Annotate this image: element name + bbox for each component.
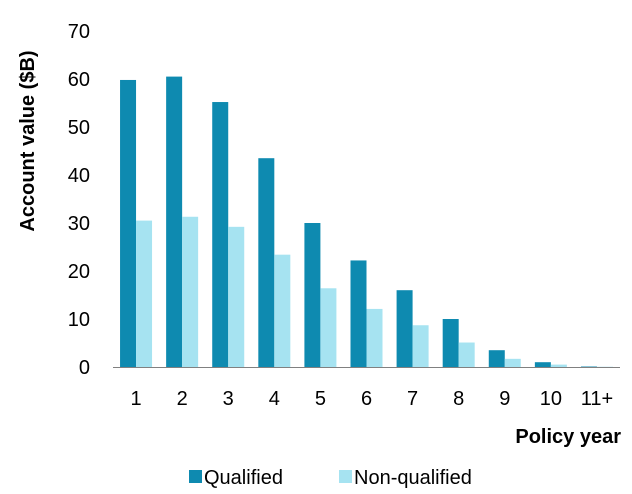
bar-non-qualified-4 bbox=[274, 254, 291, 367]
bar-qualified-7 bbox=[396, 290, 413, 367]
y-tick-label: 30 bbox=[68, 213, 90, 235]
bar-non-qualified-1 bbox=[136, 220, 153, 367]
x-tick-label: 2 bbox=[177, 388, 188, 410]
bar-non-qualified-6 bbox=[366, 308, 383, 367]
bar-qualified-3 bbox=[212, 102, 229, 367]
bar-qualified-9 bbox=[488, 350, 505, 367]
y-tick-label: 50 bbox=[68, 117, 90, 139]
y-tick-label: 20 bbox=[68, 261, 90, 283]
bar-non-qualified-9 bbox=[504, 358, 521, 367]
y-tick-label: 40 bbox=[68, 165, 90, 187]
y-tick-label: 70 bbox=[68, 21, 90, 43]
legend-swatch-qualified bbox=[189, 470, 202, 483]
bar-non-qualified-7 bbox=[412, 325, 429, 367]
bar-non-qualified-10 bbox=[550, 364, 567, 367]
x-axis-title: Policy year bbox=[515, 426, 621, 448]
bar-qualified-6 bbox=[350, 260, 367, 367]
x-tick-label: 9 bbox=[499, 388, 510, 410]
x-tick-label: 4 bbox=[269, 388, 280, 410]
x-axis-ticks: 1 2 3 4 5 6 7 8 9 10 11+ bbox=[130, 388, 613, 410]
x-tick-label: 10 bbox=[540, 388, 562, 410]
x-tick-label: 1 bbox=[130, 388, 141, 410]
y-tick-label: 0 bbox=[79, 357, 90, 379]
x-tick-label: 11+ bbox=[581, 388, 613, 410]
legend-swatch-non-qualified bbox=[339, 470, 352, 483]
bar-non-qualified-5 bbox=[320, 288, 337, 367]
x-tick-label: 8 bbox=[453, 388, 464, 410]
y-tick-label: 60 bbox=[68, 69, 90, 91]
y-axis-ticks: 0 10 20 30 40 50 60 70 bbox=[68, 21, 90, 379]
bar-non-qualified-3 bbox=[228, 226, 245, 367]
bar-qualified-8 bbox=[442, 319, 459, 367]
bar-qualified-4 bbox=[258, 158, 275, 367]
legend-label-qualified: Qualified bbox=[204, 467, 283, 489]
bar-non-qualified-2 bbox=[182, 216, 199, 367]
legend-label-non-qualified: Non-qualified bbox=[354, 467, 472, 489]
bar-qualified-1 bbox=[120, 79, 137, 368]
bar-qualified-2 bbox=[166, 76, 183, 367]
y-axis-title: Account value ($B) bbox=[17, 50, 39, 231]
x-tick-label: 5 bbox=[315, 388, 326, 410]
bar-qualified-5 bbox=[304, 223, 321, 367]
y-tick-label: 10 bbox=[68, 309, 90, 331]
bar-non-qualified-8 bbox=[458, 342, 475, 367]
legend: Qualified Non-qualified bbox=[189, 467, 472, 489]
x-tick-label: 6 bbox=[361, 388, 372, 410]
x-tick-label: 3 bbox=[223, 388, 234, 410]
bars bbox=[120, 76, 613, 368]
x-tick-label: 7 bbox=[407, 388, 418, 410]
bar-qualified-10 bbox=[534, 362, 551, 367]
